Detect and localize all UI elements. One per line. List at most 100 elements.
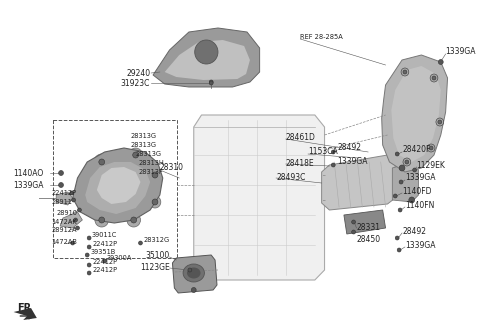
Ellipse shape — [410, 113, 423, 123]
Text: 22412P: 22412P — [92, 259, 117, 265]
Polygon shape — [97, 167, 141, 204]
Polygon shape — [165, 40, 250, 80]
Text: 1153CA: 1153CA — [308, 148, 338, 156]
Circle shape — [99, 159, 105, 165]
Text: 1472AK: 1472AK — [51, 219, 77, 225]
Circle shape — [139, 241, 143, 245]
Circle shape — [399, 165, 405, 171]
Polygon shape — [153, 28, 260, 87]
Circle shape — [395, 236, 399, 240]
Text: 22412P: 22412P — [92, 241, 117, 247]
Text: FR: FR — [17, 303, 32, 313]
Circle shape — [401, 68, 409, 76]
Polygon shape — [344, 210, 385, 234]
Circle shape — [87, 236, 91, 240]
Circle shape — [413, 168, 417, 172]
Circle shape — [149, 169, 161, 181]
Circle shape — [85, 253, 89, 257]
Circle shape — [395, 152, 399, 156]
Polygon shape — [382, 55, 447, 172]
Circle shape — [132, 152, 139, 158]
Polygon shape — [392, 162, 419, 202]
Circle shape — [331, 163, 335, 167]
Circle shape — [87, 245, 91, 249]
Text: 28313G: 28313G — [131, 133, 157, 139]
Bar — [53, 120, 177, 258]
Circle shape — [438, 120, 442, 124]
Circle shape — [87, 263, 91, 267]
Circle shape — [72, 198, 75, 202]
Text: 39011C: 39011C — [92, 232, 118, 238]
Circle shape — [129, 148, 143, 162]
Text: 28420F: 28420F — [402, 146, 431, 154]
Circle shape — [59, 182, 63, 188]
Text: 28492: 28492 — [337, 144, 361, 153]
Circle shape — [436, 118, 444, 126]
Circle shape — [73, 218, 77, 222]
Circle shape — [87, 271, 91, 275]
Text: 1339GA: 1339GA — [337, 156, 368, 166]
Text: 28313F: 28313F — [139, 169, 163, 175]
Circle shape — [131, 217, 137, 223]
Text: 1123GE: 1123GE — [140, 262, 169, 272]
Circle shape — [409, 197, 415, 203]
Circle shape — [75, 226, 79, 230]
Text: 28418E: 28418E — [286, 158, 314, 168]
Text: 1339GA: 1339GA — [445, 48, 476, 56]
Circle shape — [149, 196, 161, 208]
Circle shape — [188, 268, 192, 272]
Circle shape — [261, 142, 286, 168]
Circle shape — [152, 199, 158, 205]
Circle shape — [405, 160, 409, 164]
Polygon shape — [391, 66, 441, 162]
Circle shape — [195, 40, 218, 64]
Text: 1339GA: 1339GA — [405, 174, 435, 182]
Circle shape — [432, 76, 436, 80]
Text: 39351B: 39351B — [90, 249, 115, 255]
Circle shape — [95, 213, 108, 227]
Text: 28461D: 28461D — [286, 133, 316, 141]
Circle shape — [398, 208, 402, 212]
Circle shape — [403, 158, 411, 166]
Ellipse shape — [410, 137, 423, 147]
Circle shape — [71, 241, 74, 245]
Circle shape — [397, 248, 401, 252]
Text: 28910: 28910 — [56, 210, 77, 216]
Text: 28450: 28450 — [357, 236, 381, 244]
Polygon shape — [322, 155, 395, 210]
Circle shape — [59, 171, 63, 175]
Circle shape — [103, 259, 107, 263]
Text: 1129EK: 1129EK — [417, 160, 445, 170]
Text: 22412P: 22412P — [51, 190, 76, 196]
Text: 28912A: 28912A — [51, 227, 77, 233]
Ellipse shape — [183, 264, 204, 282]
Polygon shape — [13, 308, 37, 320]
Circle shape — [192, 288, 196, 293]
Circle shape — [77, 208, 82, 212]
Text: 28493C: 28493C — [276, 173, 305, 181]
Polygon shape — [194, 115, 324, 280]
Text: 39300A: 39300A — [107, 255, 132, 261]
Circle shape — [427, 144, 435, 152]
Polygon shape — [172, 255, 217, 293]
Circle shape — [152, 172, 158, 178]
Circle shape — [429, 146, 433, 150]
Circle shape — [393, 194, 397, 198]
Text: 31923C: 31923C — [121, 78, 150, 88]
Circle shape — [352, 230, 356, 234]
Ellipse shape — [187, 268, 201, 278]
Text: 28492: 28492 — [402, 228, 426, 236]
Circle shape — [438, 59, 443, 65]
Text: 28310: 28310 — [160, 163, 184, 173]
Circle shape — [430, 74, 438, 82]
Circle shape — [403, 70, 407, 74]
Text: 35100: 35100 — [145, 251, 169, 259]
Text: 1140FN: 1140FN — [405, 200, 434, 210]
Circle shape — [70, 191, 73, 195]
Circle shape — [209, 80, 213, 84]
Text: 1339GA: 1339GA — [405, 241, 435, 251]
Text: 28313H: 28313H — [139, 160, 164, 166]
Polygon shape — [56, 192, 72, 205]
Text: 28313G: 28313G — [136, 151, 162, 157]
Polygon shape — [60, 212, 83, 228]
